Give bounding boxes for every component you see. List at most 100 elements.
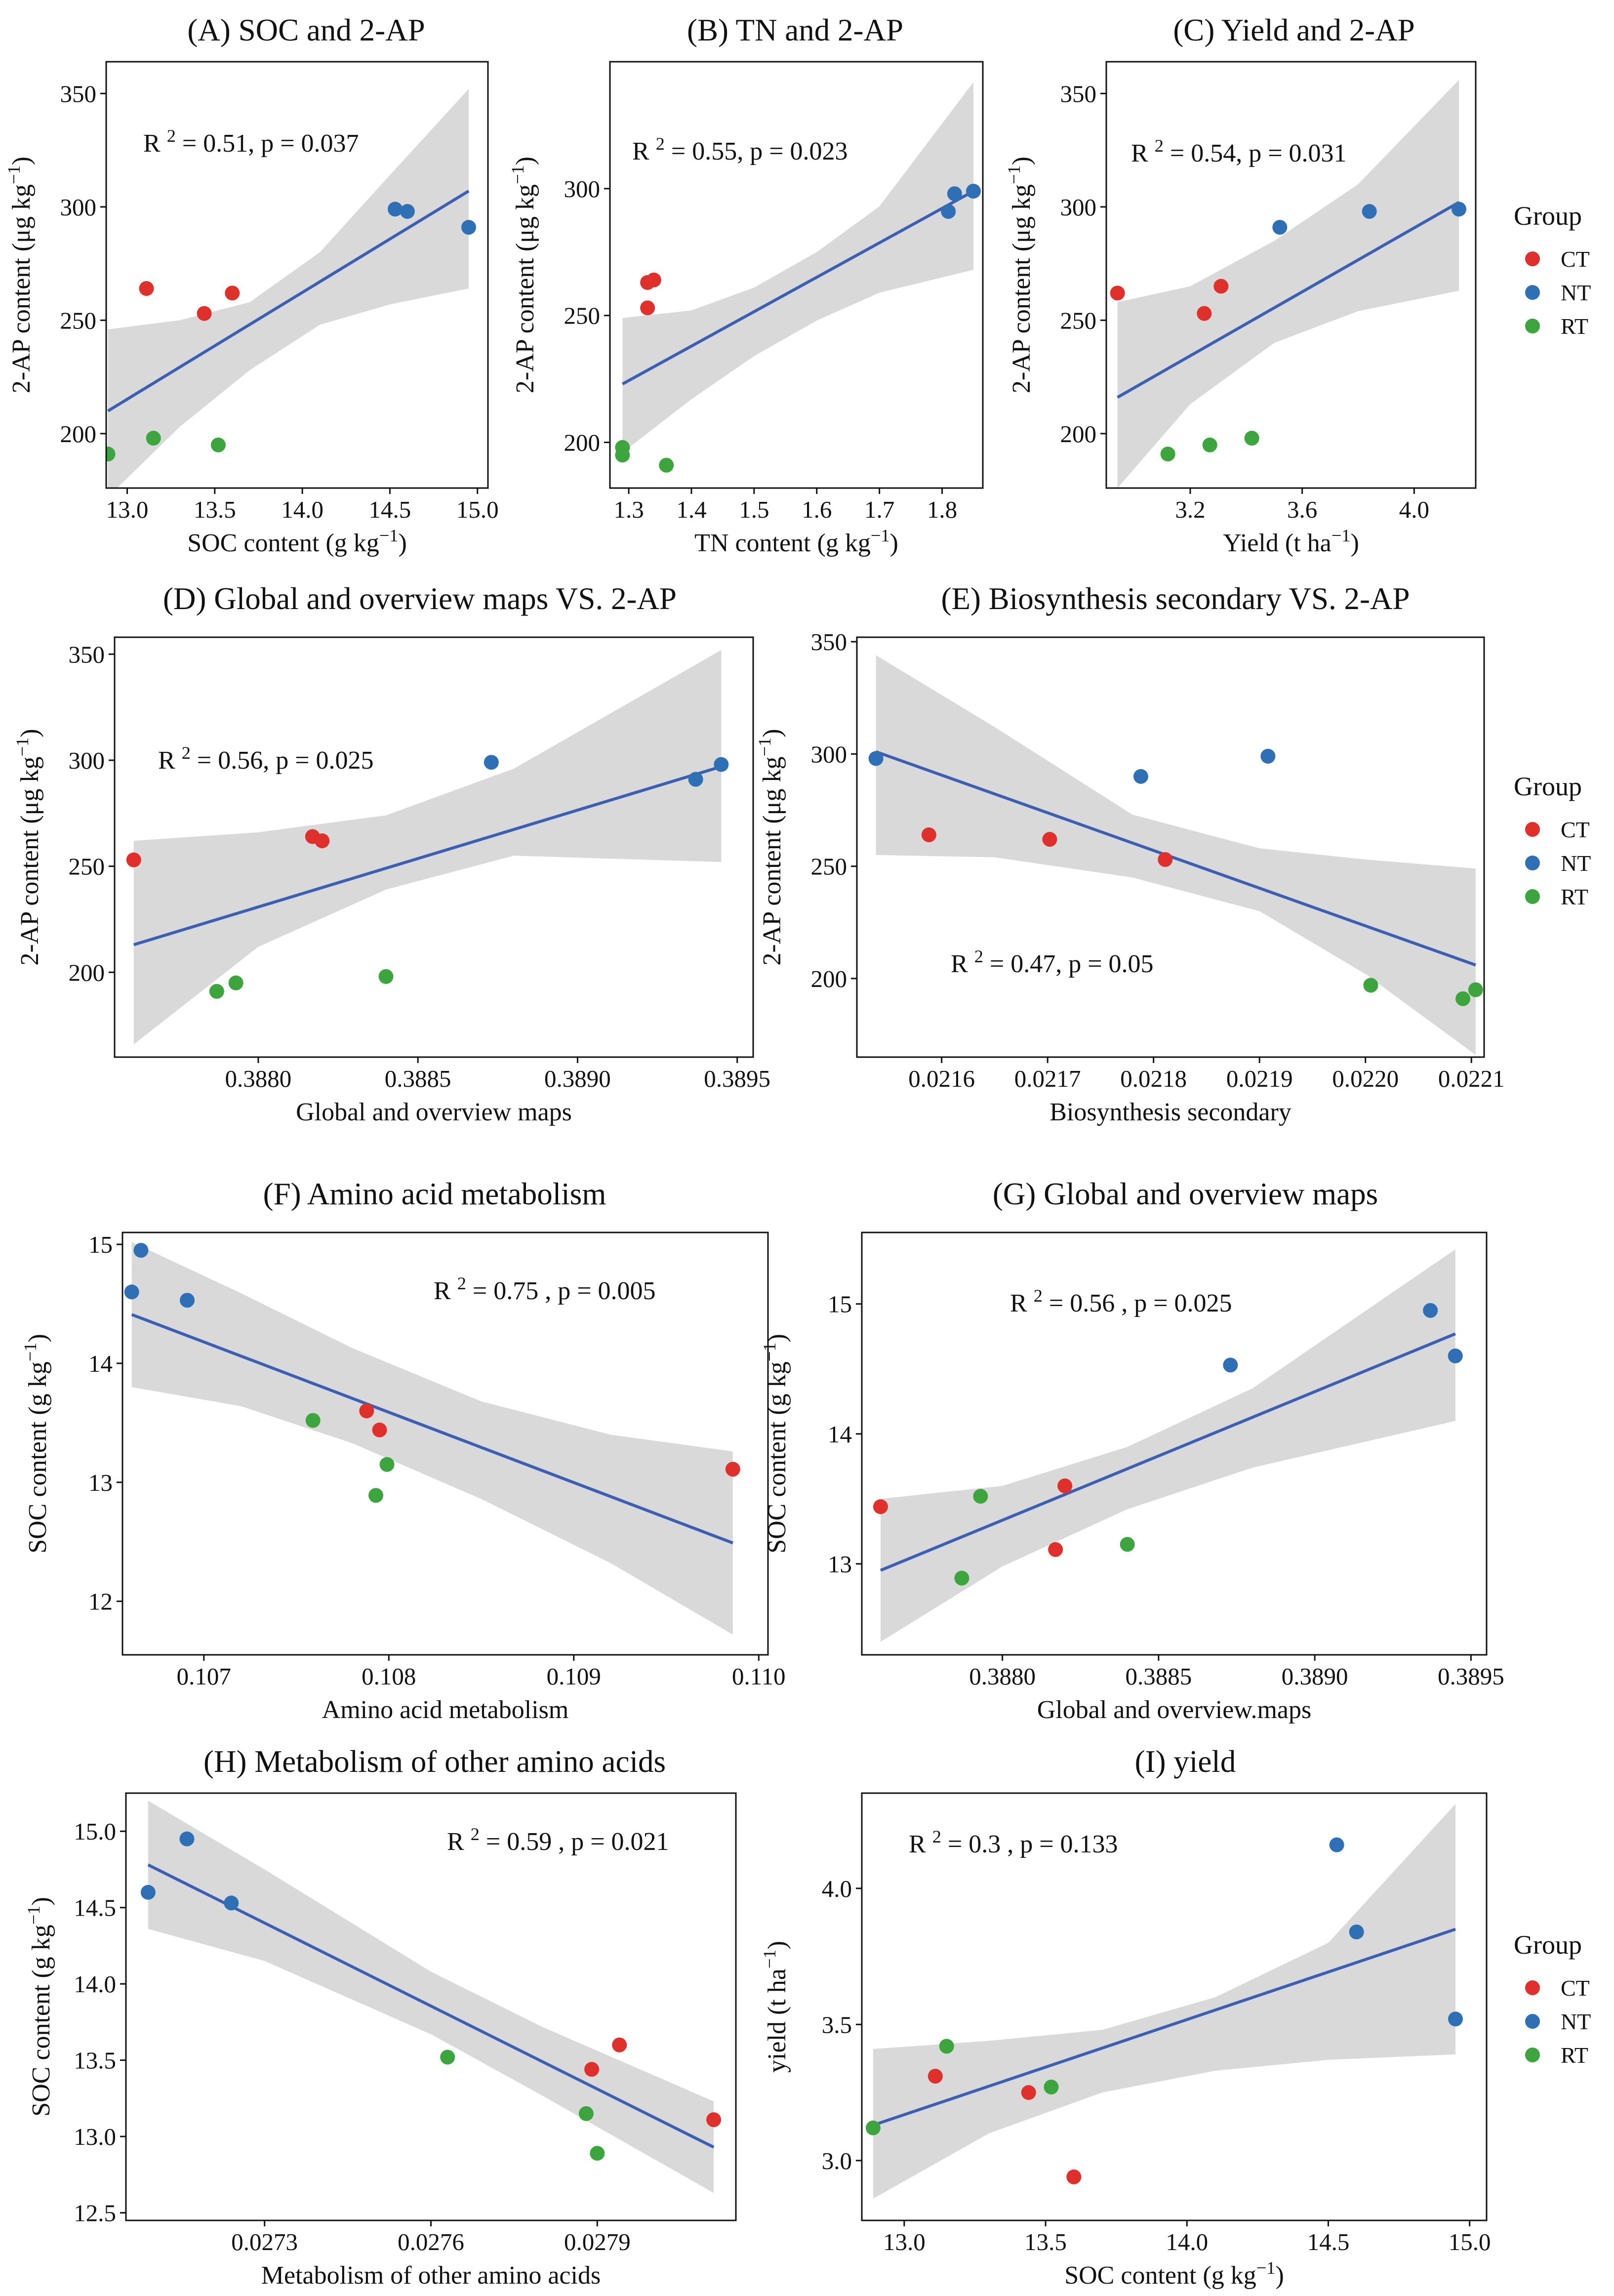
y-axis-label: yield (t ha−1)	[760, 1941, 791, 2073]
y-tick-label: 350	[60, 80, 97, 107]
y-tick-label: 14.5	[74, 1894, 116, 1922]
data-point-rt	[659, 457, 674, 473]
y-tick-label: 250	[60, 307, 97, 334]
data-point-rt	[1363, 978, 1378, 993]
plot-area	[1110, 80, 1466, 488]
data-point-ct	[315, 833, 330, 849]
data-point-rt	[378, 969, 394, 984]
chart-panel-c: 3.2 3.6 4.0 200 250 300 350 (C) Yield and 2-AP Y…	[1004, 13, 1477, 557]
data-point-ct	[372, 1422, 387, 1437]
x-tick-label: 0.3890	[544, 1065, 611, 1092]
y-tick-label: 14.0	[74, 1970, 116, 1998]
legend: Group CT NT RT	[1514, 1930, 1591, 2068]
chart-panel-d: 0.3880 0.3885 0.3890 0.3895 200 250 300 350 (D) …	[12, 581, 770, 1126]
data-point-ct	[1048, 1542, 1063, 1557]
regression-line	[133, 765, 722, 946]
data-point-nt	[133, 1243, 149, 1258]
confidence-band	[108, 89, 469, 488]
stats-annotation: R 2 = 0.51, p = 0.037	[143, 126, 359, 158]
regression-line	[147, 1863, 715, 2149]
x-tick-label: 3.2	[1175, 496, 1205, 523]
x-tick-label: 0.110	[732, 1663, 785, 1690]
x-tick-label: 1.3	[613, 496, 644, 523]
plot-area	[615, 82, 981, 473]
data-point-ct	[1042, 832, 1057, 847]
plot-area	[124, 1242, 740, 1635]
chart-title: (H) Metabolism of other amino acids	[203, 1744, 666, 1779]
data-point-nt	[224, 1895, 239, 1911]
data-point-nt	[1223, 1357, 1238, 1373]
data-point-nt	[179, 1831, 195, 1846]
data-point-nt	[124, 1284, 139, 1300]
confidence-band	[148, 1801, 714, 2193]
legend-label: RT	[1561, 314, 1588, 339]
x-axis-label: Yield (t ha−1)	[1223, 526, 1359, 557]
data-point-nt	[1423, 1303, 1438, 1318]
data-point-rt	[1202, 437, 1217, 452]
data-point-nt	[388, 202, 403, 217]
legend-label: CT	[1561, 246, 1590, 272]
x-tick-label: 1.6	[802, 496, 832, 523]
y-tick-label: 12.5	[74, 2200, 116, 2227]
plot-frame	[609, 61, 984, 489]
data-point-rt	[1120, 1537, 1135, 1552]
plot-frame	[105, 61, 489, 489]
stats-annotation: R 2 = 0.54, p = 0.031	[1131, 136, 1347, 167]
legend: Group CT NT RT	[1514, 201, 1591, 339]
legend-marker-nt	[1525, 856, 1540, 870]
x-tick-label: 0.3895	[704, 1065, 770, 1092]
chart-panel-h: 0.0273 0.0276 0.0279 12.5 13.0 13.5 14.0 14.5 15…	[24, 1744, 737, 2290]
x-tick-label: 0.0273	[231, 2228, 298, 2255]
data-point-nt	[1452, 202, 1466, 217]
data-point-ct	[126, 852, 141, 867]
chart-title: (I) yield	[1135, 1744, 1236, 1779]
plot-frame	[856, 636, 1485, 1058]
legend-label: CT	[1561, 817, 1590, 842]
data-point-nt	[941, 204, 956, 219]
data-point-rt	[106, 447, 116, 462]
x-tick-label: 0.3880	[225, 1065, 292, 1092]
data-point-rt	[368, 1488, 384, 1503]
data-point-rt	[1455, 991, 1471, 1006]
chart-title: (B) TN and 2-AP	[687, 13, 903, 47]
y-tick-label: 12	[88, 1588, 113, 1615]
plot-frame	[1105, 61, 1477, 489]
data-point-rt	[440, 2050, 455, 2065]
y-axis-label: SOC content (g kg−1)	[760, 1334, 791, 1554]
plot-frame	[121, 1231, 769, 1656]
x-tick-label: 0.0219	[1226, 1065, 1293, 1092]
data-point-rt	[305, 1413, 321, 1428]
plot-area	[865, 1804, 1463, 2199]
data-point-nt	[1349, 1924, 1364, 1939]
x-tick-label: 3.6	[1287, 496, 1317, 523]
data-point-rt	[210, 437, 226, 452]
data-point-ct	[1197, 306, 1212, 321]
data-point-rt	[228, 975, 243, 990]
x-tick-label: 1.7	[864, 496, 894, 523]
data-point-ct	[640, 300, 655, 316]
plot-frame	[114, 636, 754, 1058]
x-tick-label: 0.3885	[385, 1065, 451, 1092]
data-point-ct	[1158, 852, 1173, 867]
data-point-ct	[612, 2037, 627, 2052]
data-point-nt	[484, 755, 499, 770]
y-axis-label: 2-AP content (μg kg−1)	[508, 157, 539, 393]
data-point-nt	[180, 1293, 195, 1308]
legend-title: Group	[1514, 201, 1582, 231]
y-tick-label: 14	[828, 1421, 852, 1448]
data-point-nt	[1133, 769, 1148, 784]
y-tick-label: 250	[1060, 307, 1097, 334]
chart-title: (D) Global and overview maps VS. 2-AP	[163, 581, 677, 616]
x-tick-label: 0.0221	[1438, 1065, 1505, 1092]
data-point-rt	[146, 431, 161, 446]
data-point-nt	[1272, 220, 1288, 235]
data-point-ct	[921, 827, 936, 842]
data-point-ct	[706, 2112, 722, 2128]
chart-title: (A) SOC and 2-AP	[187, 13, 425, 47]
chart-panel-b: 1.3 1.4 1.5 1.6 1.7 1.8 200 250 300 (B) TN and 2-…	[508, 13, 984, 557]
data-point-ct	[359, 1403, 374, 1419]
stats-annotation: R 2 = 0.3 , p = 0.133	[909, 1827, 1118, 1858]
legend-label: RT	[1561, 2043, 1588, 2068]
legend-label: RT	[1561, 884, 1588, 909]
